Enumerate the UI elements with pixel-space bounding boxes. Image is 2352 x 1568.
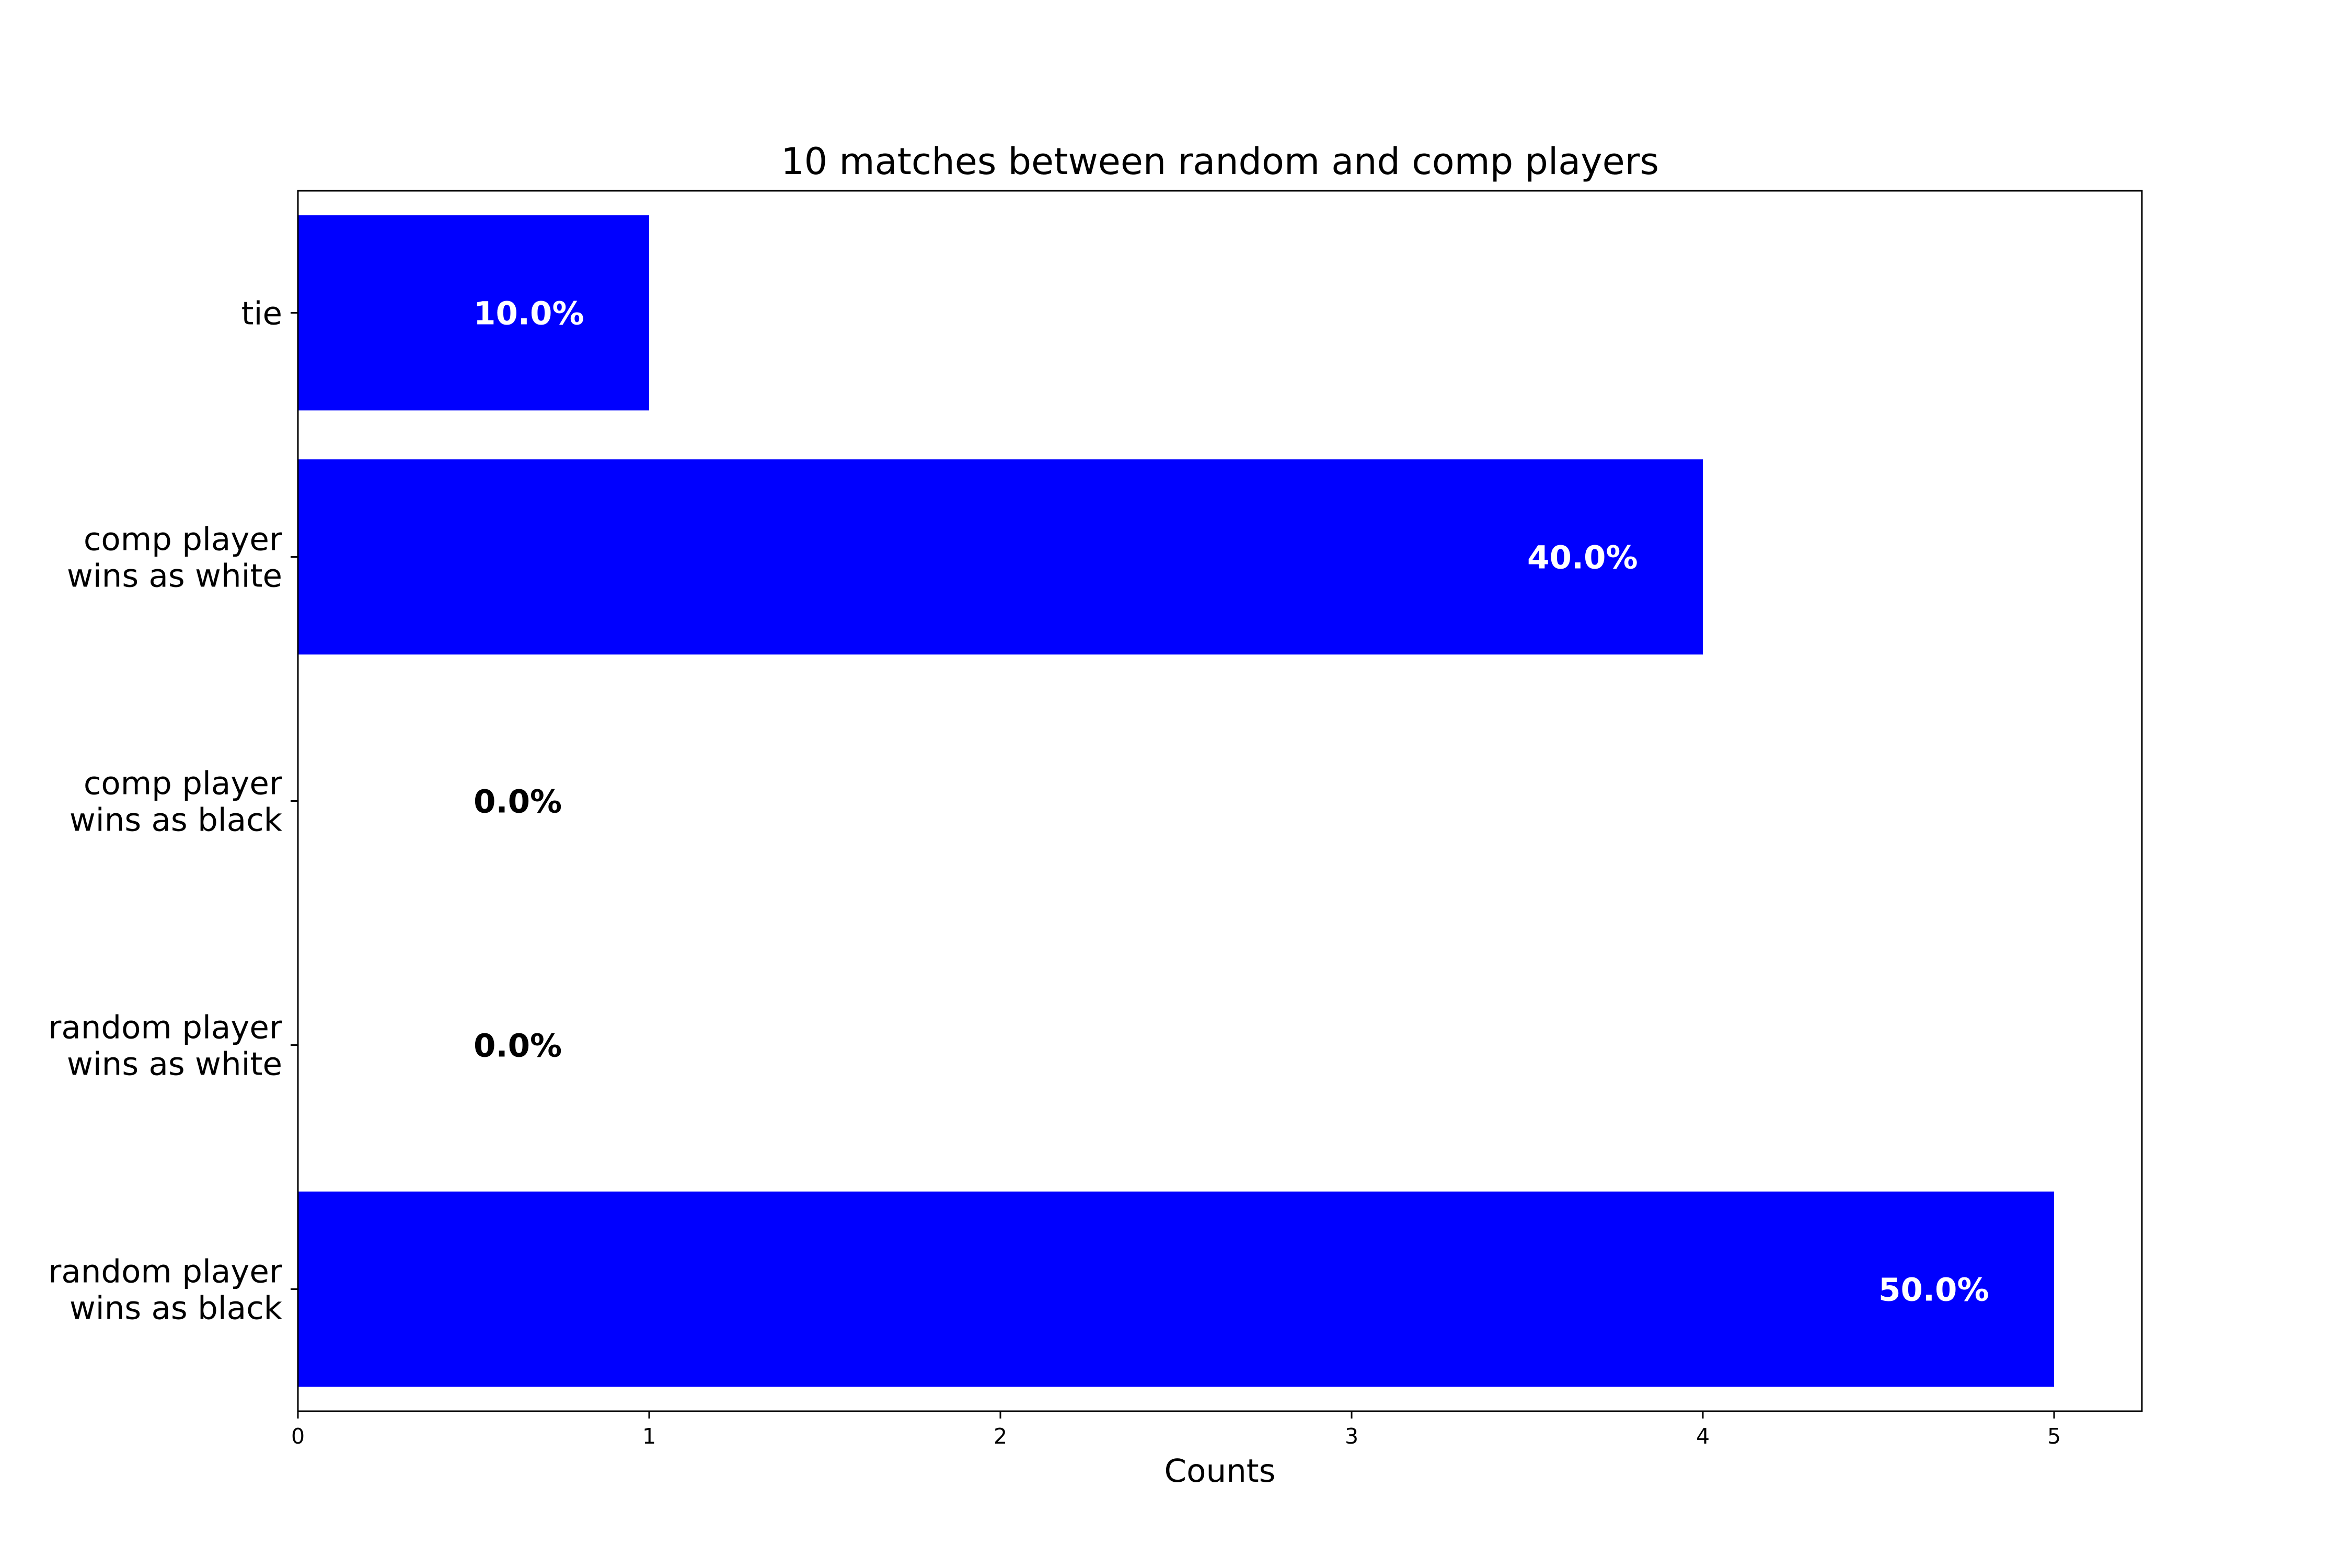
x-axis: 0 1 2 3 4 5 [291, 1411, 2061, 1449]
y-tick-label: wins as white [67, 558, 282, 595]
bars-layer [298, 215, 2054, 1387]
data-label: 0.0% [474, 1028, 562, 1065]
y-tick-label: wins as black [70, 1290, 283, 1327]
data-label: 50.0% [1878, 1272, 1989, 1309]
x-tick-label: 2 [994, 1424, 1007, 1449]
y-tick-label: comp player [84, 765, 283, 802]
y-tick-label: tie [241, 295, 282, 332]
y-tick-label: random player [48, 1253, 283, 1290]
data-labels-layer: 10.0% 40.0% 0.0% 0.0% 50.0% [474, 295, 1989, 1309]
x-tick-label: 4 [1696, 1424, 1710, 1449]
data-label: 10.0% [474, 295, 584, 332]
chart-title: 10 matches between random and comp playe… [781, 140, 1659, 183]
x-tick-label: 5 [2047, 1424, 2061, 1449]
bar [298, 1191, 2054, 1387]
y-tick-label: random player [48, 1009, 283, 1046]
data-label: 0.0% [474, 783, 562, 821]
bar [298, 459, 1703, 655]
y-tick-label: comp player [84, 521, 283, 558]
bar [298, 215, 649, 411]
y-tick-label: wins as black [70, 802, 283, 839]
x-axis-label: Counts [1165, 1452, 1276, 1490]
x-tick-label: 1 [642, 1424, 656, 1449]
x-tick-label: 3 [1345, 1424, 1358, 1449]
data-label: 40.0% [1527, 539, 1638, 577]
x-tick-label: 0 [291, 1424, 305, 1449]
y-tick-label: wins as white [67, 1046, 282, 1083]
